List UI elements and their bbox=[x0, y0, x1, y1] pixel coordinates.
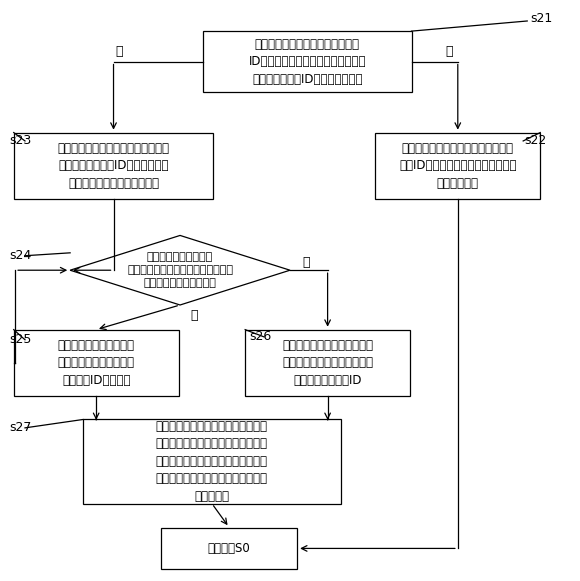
Text: s22: s22 bbox=[524, 134, 546, 148]
FancyBboxPatch shape bbox=[161, 528, 297, 569]
Text: 否: 否 bbox=[115, 45, 123, 58]
Text: 执行步骤S0: 执行步骤S0 bbox=[208, 542, 251, 555]
Text: 是: 是 bbox=[191, 309, 198, 322]
Text: s25: s25 bbox=[9, 333, 32, 346]
Text: s27: s27 bbox=[9, 421, 32, 435]
Text: 通过远程通信从数据库服务器获取业
务请求包含的业务ID对应的业务数
据，用于响应用户的业务请求: 通过远程通信从数据库服务器获取业 务请求包含的业务ID对应的业务数 据，用于响应… bbox=[57, 142, 169, 190]
Text: 否: 否 bbox=[302, 256, 310, 268]
Text: s23: s23 bbox=[9, 134, 32, 148]
FancyBboxPatch shape bbox=[14, 132, 213, 199]
Text: 判断新获取的业务数据
的数据量是否超过本地缓存区中当前
剩余的业务数据缓存容量: 判断新获取的业务数据 的数据量是否超过本地缓存区中当前 剩余的业务数据缓存容量 bbox=[127, 252, 233, 288]
Text: s21: s21 bbox=[530, 12, 552, 24]
Text: 是: 是 bbox=[445, 45, 453, 58]
FancyBboxPatch shape bbox=[14, 329, 179, 396]
FancyBboxPatch shape bbox=[375, 132, 540, 199]
Text: s26: s26 bbox=[249, 331, 272, 343]
FancyBboxPatch shape bbox=[245, 329, 410, 396]
Polygon shape bbox=[70, 235, 290, 305]
Text: 将本地缓存区中访问热度
值最低的业务数据及其对
应的业务ID记录删除: 将本地缓存区中访问热度 值最低的业务数据及其对 应的业务ID记录删除 bbox=[57, 339, 135, 387]
FancyBboxPatch shape bbox=[83, 419, 340, 504]
Text: 解析业务请求获得其中包含的业务
ID，检索本地缓存区中是否存在业务
请求包含的业务ID对应的业务数据: 解析业务请求获得其中包含的业务 ID，检索本地缓存区中是否存在业务 请求包含的业… bbox=[249, 38, 366, 85]
Text: 从本地缓存区中获取业务请求包含的
业务ID对应的业务数据，用于响应用
户的业务请求: 从本地缓存区中获取业务请求包含的 业务ID对应的业务数据，用于响应用 户的业务请… bbox=[399, 142, 517, 190]
FancyBboxPatch shape bbox=[203, 31, 411, 92]
Text: 将新获取的业务数据缓存于本
地缓存区中，记录新获取的业
务数据对应的业务ID: 将新获取的业务数据缓存于本 地缓存区中，记录新获取的业 务数据对应的业务ID bbox=[282, 339, 373, 387]
Text: s24: s24 bbox=[9, 249, 32, 262]
Text: 将新获取的业务数据进行备份，且分
别向其它应用服务器发送业务数据同
步请求，并在业务数据同步请求得到
响应时将备份的业务数据分发至其它
应用服务器: 将新获取的业务数据进行备份，且分 别向其它应用服务器发送业务数据同 步请求，并在… bbox=[156, 420, 268, 503]
